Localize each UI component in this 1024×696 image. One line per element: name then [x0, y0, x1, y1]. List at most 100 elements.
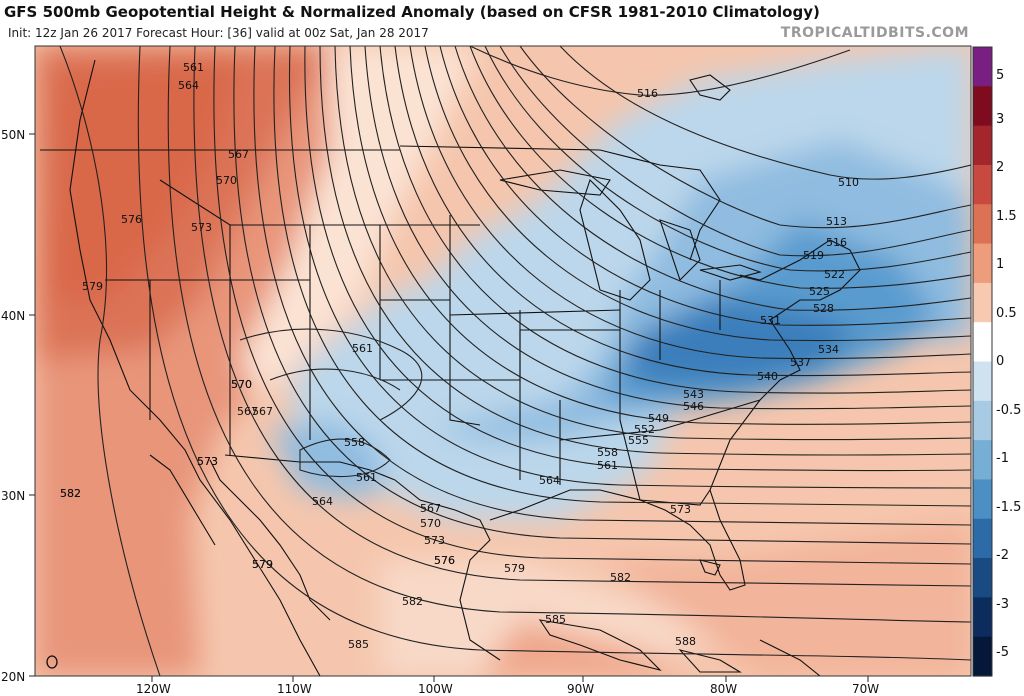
colorbar-label: -0.5: [996, 403, 1021, 418]
latitude-axis: 50N 40N 30N 20N: [1, 128, 35, 684]
contour-label: 516: [826, 236, 847, 249]
colorbar-segment: [973, 400, 992, 441]
colorbar-frame: [972, 46, 993, 677]
longitude-label: 120W: [136, 682, 171, 696]
longitude-label: 90W: [567, 682, 594, 696]
contour-label: 522: [824, 268, 845, 281]
colorbar-segment: [973, 204, 992, 245]
contour-label: 582: [610, 571, 631, 584]
anomaly-colorbar: [972, 46, 993, 677]
contour-label: 564: [539, 474, 560, 487]
contour-label: 570: [231, 378, 252, 391]
contour-label: 588: [675, 635, 696, 648]
colorbar-label: -3: [996, 597, 1009, 612]
contour-label: 567: [252, 405, 273, 418]
contour-label: 534: [818, 343, 839, 356]
colorbar-label: -1: [996, 451, 1009, 466]
height-contours: [59, 46, 971, 676]
latitude-label: 30N: [1, 489, 25, 503]
map-subtitle: Init: 12z Jan 26 2017 Forecast Hour: [36…: [8, 26, 429, 40]
contour-label: 573: [197, 455, 218, 468]
contour-label: 582: [60, 487, 81, 500]
contour-label: 543: [683, 388, 704, 401]
contour-label: 579: [252, 558, 273, 571]
colorbar-segment: [973, 47, 992, 87]
colorbar-label: 1.5: [996, 209, 1017, 224]
colorbar-label: -1.5: [996, 500, 1021, 515]
contour-label: 570: [216, 174, 237, 187]
colorbar-label: -2: [996, 548, 1009, 563]
colorbar-segment: [973, 597, 992, 638]
contour-label: 540: [757, 370, 778, 383]
contour-label: 537: [790, 356, 811, 369]
contour-label: 579: [252, 558, 273, 571]
contour-labels: 516 510 513 516 519 522 525 528 531 534 …: [60, 61, 859, 651]
map-frame: [34, 45, 972, 677]
contour-label: 576: [434, 554, 455, 567]
colorbar-label: 1: [996, 257, 1004, 272]
contour-label: 525: [809, 285, 830, 298]
colorbar-segment: [973, 243, 992, 284]
colorbar-label: 0.5: [996, 306, 1017, 321]
contour-label: 555: [628, 434, 649, 447]
contour-label: 573: [197, 455, 218, 468]
contour-label: 570: [420, 517, 441, 530]
geography-lines: [40, 59, 861, 676]
contour-label: 567: [228, 148, 249, 161]
colorbar-segment: [973, 322, 992, 363]
brand-watermark: TROPICALTIDBITS.COM: [780, 25, 969, 41]
colorbar-segment: [973, 440, 992, 481]
contour-label: 561: [352, 342, 373, 355]
contour-label: 549: [648, 412, 669, 425]
colorbar-label: 0: [996, 354, 1004, 369]
latitude-label: 40N: [1, 309, 25, 323]
latitude-label: 50N: [1, 128, 25, 142]
contour-label: 552: [634, 423, 655, 436]
contour-label: 573: [191, 221, 212, 234]
contour-label: 561: [356, 471, 377, 484]
colorbar-segment: [973, 558, 992, 598]
contour-label: 576: [121, 213, 142, 226]
anomaly-shading: [35, 46, 971, 676]
circle-marker-icon: [46, 655, 58, 669]
contour-label: 573: [424, 534, 445, 547]
contour-label: 546: [683, 400, 704, 413]
contour-label: 513: [826, 215, 847, 228]
contour-label: 585: [348, 638, 369, 651]
contour-label: 561: [597, 459, 618, 472]
contour-label: 582: [60, 487, 81, 500]
colorbar-segment: [973, 518, 992, 559]
colorbar-segment: [973, 479, 992, 520]
contour-label: 531: [760, 314, 781, 327]
contour-label: 585: [545, 613, 566, 626]
contour-label: 564: [178, 79, 199, 92]
colorbar-segment: [973, 86, 992, 127]
colorbar-segment: [973, 164, 992, 205]
contour-label: 564: [312, 495, 333, 508]
longitude-label: 80W: [710, 682, 737, 696]
colorbar-label: 5: [996, 68, 1004, 83]
contour-label: 573: [670, 503, 691, 516]
contour-label: 579: [504, 562, 525, 575]
contour-label: 576: [434, 554, 455, 567]
colorbar-labels: 5 3 2 1.5 1 0.5 0 -0.5 -1 -1.5 -2 -3 -5: [996, 68, 1021, 660]
map-title: GFS 500mb Geopotential Height & Normaliz…: [4, 3, 820, 21]
longitude-label: 100W: [418, 682, 453, 696]
contour-label: 582: [402, 595, 423, 608]
colorbar-segment: [973, 361, 992, 402]
colorbar-segment: [973, 125, 992, 166]
contour-label: 528: [813, 302, 834, 315]
colorbar-segment: [973, 282, 992, 323]
colorbar-label: 3: [996, 112, 1004, 127]
contour-label: 567: [237, 405, 258, 418]
contour-label: 579: [82, 280, 103, 293]
longitude-axis: 120W 110W 100W 90W 80W 70W: [136, 676, 879, 696]
colorbar-segment: [973, 636, 992, 677]
longitude-label: 110W: [277, 682, 312, 696]
contour-label: 516: [637, 87, 658, 100]
contour-label: 519: [803, 249, 824, 262]
latitude-label: 20N: [1, 670, 25, 684]
contour-label: 558: [344, 436, 365, 449]
contour-label: 561: [183, 61, 204, 74]
